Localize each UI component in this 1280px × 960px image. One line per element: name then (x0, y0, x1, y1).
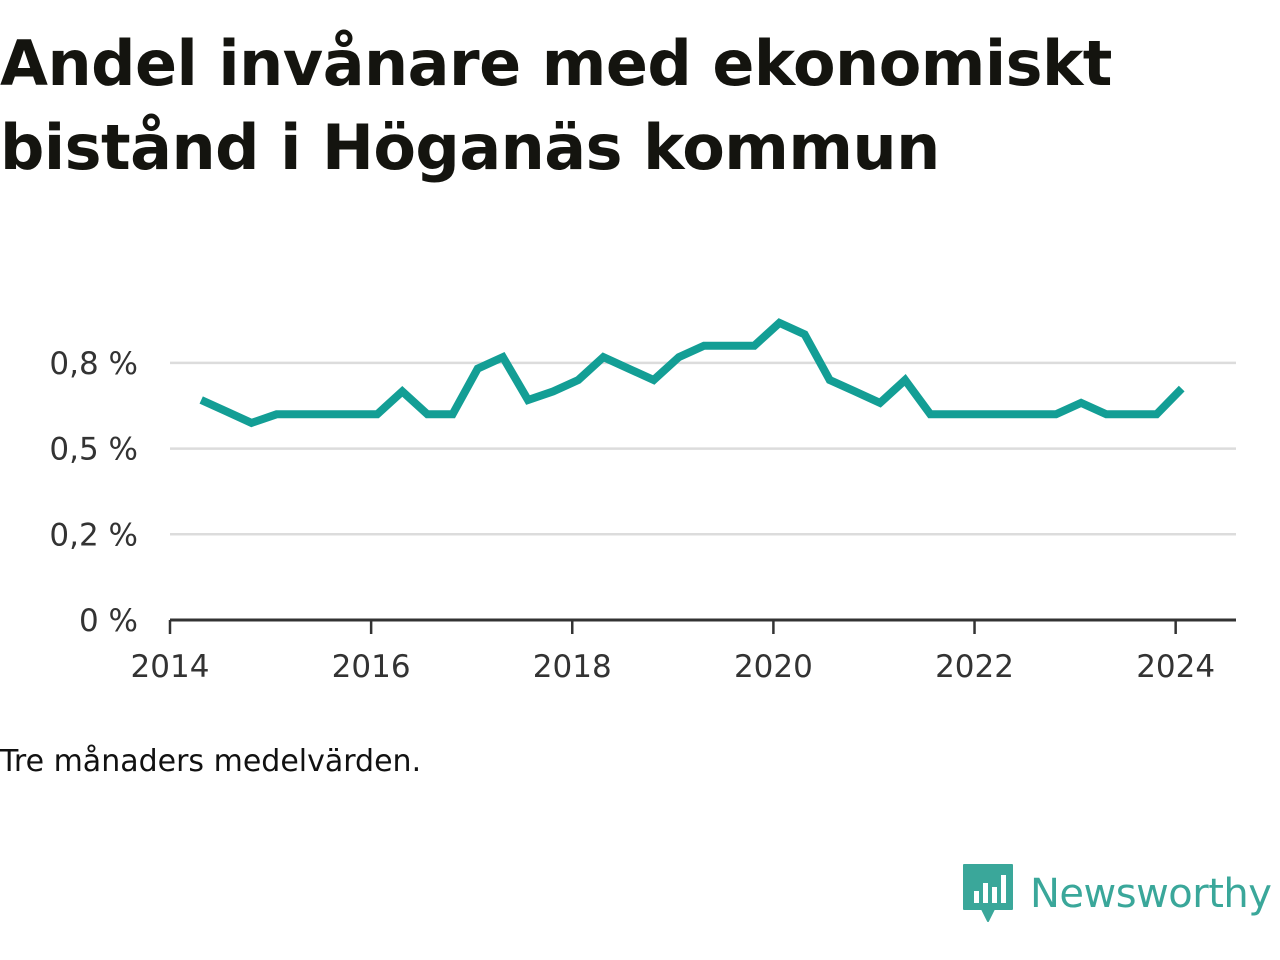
bar-chart-speech-bubble-icon (963, 864, 1013, 922)
x-tick-label: 2022 (935, 649, 1014, 685)
chart-title: Andel invånare med ekonomiskt bistånd i … (0, 27, 1112, 184)
brand-logo[interactable]: Newsworthy (962, 862, 1272, 926)
brand-name: Newsworthy (1030, 871, 1272, 917)
gridlines (170, 361, 1236, 536)
y-tick-label: 0,5 % (49, 432, 138, 468)
y-tick-label: 0,2 % (49, 517, 138, 553)
series-layer (199, 318, 1185, 428)
x-tick-label: 2018 (533, 649, 612, 685)
series-line (199, 318, 1185, 428)
y-axis-labels: 0 % 0,2 % 0,5 % 0,8 % (49, 346, 138, 639)
y-tick-label: 0,8 % (49, 346, 138, 382)
chart-note: Tre månaders medelvärden. (0, 744, 422, 779)
x-tick-label: 2014 (131, 649, 210, 685)
line-chart: 0 %0,2 %0,5 %0,8 % 2014 2016 2018 2020 2022 2… (49, 318, 1236, 685)
y-tick-label: 0 % (79, 603, 138, 639)
x-tick-label: 2020 (734, 649, 813, 685)
x-tick-label: 2016 (332, 649, 411, 685)
x-axis: 2014 2016 2018 2020 2022 2024 (131, 618, 1236, 685)
x-tick-label: 2024 (1136, 649, 1215, 685)
